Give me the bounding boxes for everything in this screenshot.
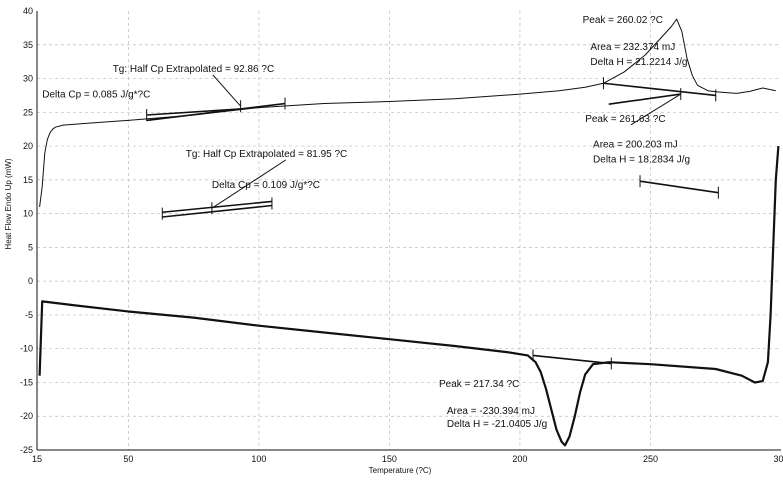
y-tick-label: 40 bbox=[23, 6, 33, 16]
annotation-text: Area = -230.394 mJ bbox=[447, 406, 535, 417]
annotation-text: Delta Cp = 0.109 J/g*?C bbox=[212, 180, 320, 191]
y-tick-label: -15 bbox=[20, 377, 33, 387]
y-tick-label: -5 bbox=[25, 310, 33, 320]
annotation-layer: Tg: Half Cp Extrapolated = 92.86 ?C Delta… bbox=[42, 15, 690, 430]
x-tick-label: 250 bbox=[643, 454, 658, 464]
tangent-segment bbox=[162, 200, 273, 214]
y-tick-label: -20 bbox=[20, 411, 33, 421]
annotation-text: Area = 232.374 mJ bbox=[590, 42, 675, 53]
annotation-text: Delta H = -21.0405 J/g bbox=[447, 419, 547, 430]
y-tick-label: 5 bbox=[28, 242, 33, 252]
x-axis-label: Temperature (?C) bbox=[369, 466, 432, 475]
y-tick-label: -10 bbox=[20, 344, 33, 354]
y-tick-label: 35 bbox=[23, 40, 33, 50]
x-tick-label: 150 bbox=[382, 454, 397, 464]
tangent-segment bbox=[146, 108, 241, 116]
x-tick-label: 15 bbox=[32, 454, 42, 464]
axes-layer bbox=[36, 11, 781, 451]
series-line-2 bbox=[39, 18, 776, 207]
x-tick-label: 200 bbox=[512, 454, 527, 464]
annotation-text: Peak = 217.34 ?C bbox=[439, 379, 519, 390]
tick-label-layer: 15501001502002503004035302520151050-5-10… bbox=[20, 6, 783, 464]
tangent-segment bbox=[639, 180, 719, 194]
annotation-pointer bbox=[212, 74, 241, 107]
grid-layer bbox=[37, 11, 781, 450]
x-tick-label: 300 bbox=[773, 454, 783, 464]
annotation-text: Area = 200.203 mJ bbox=[593, 139, 678, 150]
tangent-segment bbox=[603, 82, 716, 97]
x-tick-label: 100 bbox=[251, 454, 266, 464]
annotation-text: Peak = 261.63 ?C bbox=[585, 114, 665, 125]
y-axis-label: Heat Flow Endo Up (mW) bbox=[4, 158, 13, 249]
annotation-text: Tg: Half Cp Extrapolated = 92.86 ?C bbox=[113, 64, 274, 75]
annotation-text: Delta Cp = 0.085 J/g*?C bbox=[42, 89, 150, 100]
y-tick-label: -25 bbox=[20, 445, 33, 455]
series-layer bbox=[38, 18, 780, 447]
y-tick-label: 25 bbox=[23, 107, 33, 117]
annotation-text: Delta H = 18.2834 J/g bbox=[593, 154, 690, 165]
y-tick-label: 0 bbox=[28, 276, 33, 286]
annotation-text: Peak = 260.02 ?C bbox=[583, 15, 663, 26]
y-tick-label: 10 bbox=[23, 209, 33, 219]
annotation-pointer bbox=[211, 159, 287, 209]
tangent-segment bbox=[532, 354, 612, 365]
y-tick-label: 30 bbox=[23, 74, 33, 84]
annotation-pointer bbox=[630, 93, 682, 126]
series-line-1 bbox=[38, 146, 780, 447]
x-tick-label: 50 bbox=[123, 454, 133, 464]
y-tick-label: 20 bbox=[23, 141, 33, 151]
annotation-text: Tg: Half Cp Extrapolated = 81.95 ?C bbox=[186, 149, 347, 160]
tangent-segment bbox=[146, 102, 286, 122]
tangent-layer bbox=[146, 77, 719, 370]
annotation-text: Delta H = 21.2214 J/g bbox=[590, 57, 687, 68]
tangent-segment bbox=[162, 204, 273, 218]
tangent-segment bbox=[608, 93, 681, 105]
y-tick-label: 15 bbox=[23, 175, 33, 185]
